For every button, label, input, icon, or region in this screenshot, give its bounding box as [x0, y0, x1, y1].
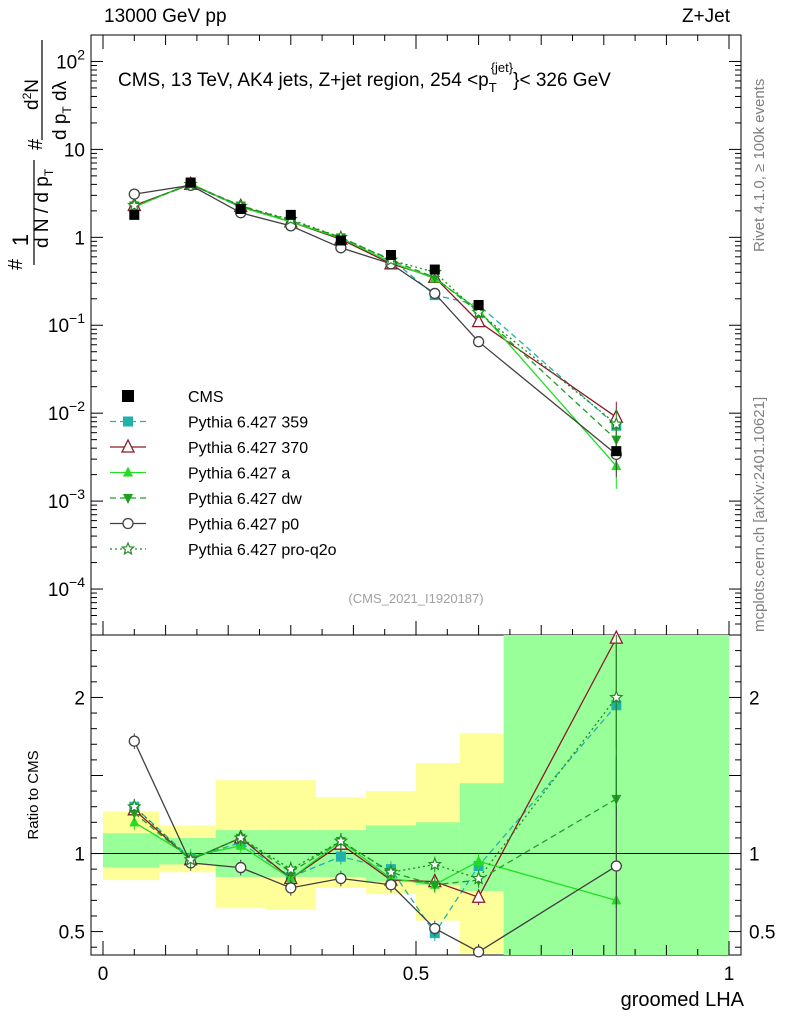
analysis-id: (CMS_2021_I1920187)	[348, 591, 483, 606]
ratio-point	[385, 879, 397, 891]
ratio-point	[335, 872, 347, 885]
ratio-line-5	[133, 697, 617, 880]
legend-label: Pythia 6.427 370	[188, 440, 308, 457]
series-point	[471, 304, 486, 319]
header-process: 13000 GeV pp	[104, 6, 227, 27]
series-point	[429, 287, 441, 300]
ratio-point	[285, 882, 297, 894]
x-tick-label: 0	[98, 964, 109, 985]
legend-label: Pythia 6.427 359	[188, 415, 308, 432]
ratio-y-tick-label-right: 2	[749, 688, 760, 709]
ratio-point	[127, 799, 142, 813]
ratio-y-tick-label-right: 1	[749, 845, 760, 866]
ratio-uncertainty-bands	[91, 635, 741, 955]
x-axis-label: groomed LHA	[621, 989, 745, 1011]
legend-marker	[123, 466, 133, 477]
header-analysis: Z+Jet	[681, 6, 730, 27]
series-layer	[127, 175, 624, 489]
ratio-point	[471, 888, 486, 903]
cms-data-point	[473, 299, 484, 310]
ratio-point	[610, 860, 622, 872]
legend-label: CMS	[188, 389, 224, 406]
chart-title: CMS, 13 TeV, AK4 jets, Z+jet region, 254…	[118, 60, 611, 95]
ratio-y-tick-label-right: 0.5	[749, 923, 775, 944]
ratio-point	[128, 735, 140, 747]
svg-text:d pT dλ: d pT dλ	[50, 80, 74, 140]
ratio-point	[183, 852, 198, 866]
cms-data-point	[335, 235, 346, 246]
axes: 102 10 1 10−1 10−2 10−3 10−4 0 0.5 1 2 2 1 1 0.5 0.5	[48, 34, 775, 985]
ratio-point	[472, 946, 485, 958]
svg-text:d2N: d2N	[20, 79, 43, 110]
ratio-series-layer	[127, 629, 624, 958]
cms-data-point	[611, 446, 622, 457]
ratio-point	[473, 855, 484, 866]
legend-marker	[123, 494, 133, 504]
main-y-tick-label: 10−2	[48, 398, 85, 425]
ratio-y-tick-label: 0.5	[59, 923, 85, 944]
ratio-point	[233, 830, 248, 845]
ratio-y-tick-label: 1	[74, 845, 85, 866]
ratio-point	[427, 856, 443, 871]
x-tick-label: 1	[724, 964, 735, 985]
ratio-point	[129, 816, 140, 827]
ratio-point	[333, 833, 349, 848]
legend-marker	[120, 541, 136, 556]
svg-text:#: #	[25, 138, 47, 150]
main-y-tick-label: 1	[74, 228, 85, 249]
main-y-tick-label: 10−1	[48, 310, 85, 337]
cms-data-point	[429, 264, 440, 275]
series-line-1	[134, 183, 617, 418]
cms-data-point	[235, 203, 246, 214]
ratio-point	[429, 922, 441, 935]
stat-uncertainty-band	[103, 833, 160, 868]
svg-text:1: 1	[8, 234, 33, 246]
legend-label: Pythia 6.427 p0	[188, 517, 299, 534]
series-point	[127, 197, 142, 212]
cms-data-point	[129, 209, 140, 220]
series-point	[472, 336, 485, 348]
legend-marker	[120, 438, 136, 453]
legend-label: Pythia 6.427 dw	[188, 491, 302, 508]
cms-data-point	[285, 209, 296, 220]
ratio-point	[383, 864, 399, 879]
legend-marker	[123, 416, 133, 427]
ratio-point	[429, 880, 440, 891]
ratio-point	[235, 861, 247, 874]
ratio-y-tick-label: 2	[74, 688, 85, 709]
legend: CMS Pythia 6.427 359 Pythia 6.427 370 Pythi…	[110, 389, 337, 559]
ratio-point	[335, 851, 346, 862]
cms-data-point	[385, 249, 396, 260]
main-y-tick-label: 10	[64, 140, 85, 161]
cms-data-point	[185, 177, 196, 188]
series-point	[128, 188, 140, 200]
legend-label: Pythia 6.427 pro-q2o	[188, 542, 337, 559]
legend-marker	[122, 517, 134, 530]
ratio-point	[609, 689, 624, 704]
main-y-tick-label: 10−4	[48, 574, 85, 601]
svg-text:d N / d pT: d N / d pT	[32, 168, 56, 248]
x-tick-label: 0.5	[403, 964, 429, 985]
series-point	[471, 313, 486, 328]
main-y-tick-label: 102	[56, 46, 85, 73]
main-y-tick-label: 10−3	[48, 486, 85, 513]
svg-text:#: #	[5, 258, 27, 270]
ratio-point	[471, 870, 486, 885]
legend-marker	[122, 390, 134, 402]
stat-uncertainty-band	[459, 783, 504, 891]
ratio-point	[283, 861, 298, 876]
legend-label: Pythia 6.427 a	[188, 466, 290, 483]
ratio-y-axis-label: Ratio to CMS	[25, 750, 42, 839]
series-point	[609, 416, 624, 431]
